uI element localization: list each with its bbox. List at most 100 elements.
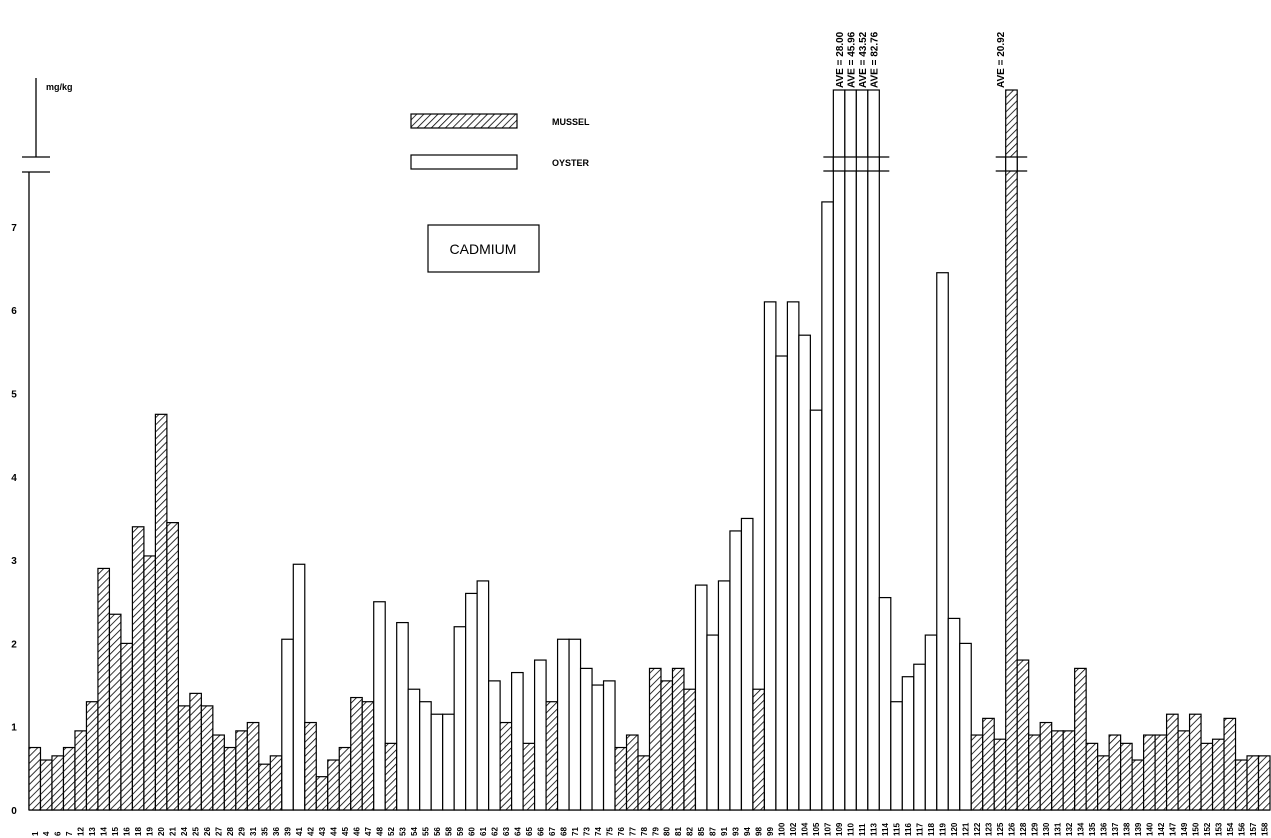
x-tick-label: 66 — [536, 827, 545, 836]
mussel-bar — [982, 717, 995, 811]
x-tick-label: 44 — [330, 827, 339, 836]
x-tick-label: 79 — [651, 827, 660, 836]
oyster-bar — [419, 701, 432, 811]
x-tick-label: 59 — [456, 827, 465, 836]
mussel-bar — [131, 526, 145, 811]
x-tick-label: 53 — [398, 827, 407, 836]
x-tick-label: 115 — [893, 823, 902, 836]
mussel-bar — [1131, 759, 1145, 811]
mussel-bar — [212, 734, 225, 811]
mussel-bar — [361, 701, 375, 811]
mussel-bar — [648, 667, 662, 811]
mussel-bar — [235, 730, 248, 811]
x-tick-label: 27 — [215, 827, 224, 836]
chart-title: CADMIUM — [450, 241, 517, 257]
x-tick-label: 120 — [950, 822, 959, 836]
oyster-bar — [855, 89, 869, 811]
x-tick-label: 126 — [1007, 822, 1016, 836]
mussel-bar — [1257, 755, 1271, 811]
x-tick-label: 28 — [226, 827, 235, 836]
x-tick-label: 43 — [318, 827, 327, 836]
x-tick-label: 149 — [1180, 822, 1189, 836]
x-tick-label: 121 — [962, 822, 971, 836]
x-tick-label: 63 — [502, 827, 511, 836]
mussel-bar — [683, 688, 697, 811]
mussel-bar — [74, 730, 88, 811]
x-tick-label: 46 — [352, 827, 361, 836]
oyster-bar — [959, 642, 972, 811]
y-tick-label: 6 — [11, 306, 17, 317]
chart-title-box: CADMIUM — [427, 224, 540, 273]
oyster-bar — [511, 671, 524, 811]
x-tick-label: 116 — [904, 823, 913, 836]
y-tick-label: 0 — [11, 806, 17, 817]
mussel-bar — [1108, 734, 1122, 811]
x-tick-label: 135 — [1088, 822, 1097, 836]
mussel-bar — [1165, 713, 1179, 811]
mussel-bar — [166, 522, 179, 811]
y-tick-label: 4 — [11, 473, 17, 484]
mussel-bar — [1120, 742, 1133, 811]
mussel-bar — [1211, 738, 1225, 811]
x-tick-label: 52 — [387, 827, 396, 836]
oyster-bar — [832, 89, 846, 811]
x-tick-label: 20 — [157, 827, 166, 836]
x-tick-label: 122 — [973, 822, 982, 836]
mussel-bar — [338, 746, 352, 811]
x-tick-label: 137 — [1111, 822, 1120, 836]
mussel-bar — [1062, 730, 1076, 811]
x-tick-label: 107 — [824, 822, 833, 836]
x-tick-label: 45 — [341, 827, 350, 836]
mussel-bar — [625, 734, 639, 811]
x-tick-label: 39 — [284, 827, 293, 836]
x-tick-label: 94 — [743, 827, 752, 836]
x-tick-label: 82 — [686, 827, 695, 836]
x-tick-label: 152 — [1203, 822, 1212, 836]
mussel-bar — [1154, 734, 1168, 811]
x-tick-label: 29 — [238, 827, 247, 836]
x-tick-label: 153 — [1214, 822, 1223, 836]
x-tick-label: 136 — [1099, 822, 1108, 836]
x-tick-label: 93 — [732, 827, 741, 836]
mussel-bar — [315, 776, 329, 811]
x-tick-label: 134 — [1076, 822, 1085, 836]
x-tick-label: 4 — [42, 831, 51, 836]
oyster-bar — [591, 684, 605, 811]
mussel-bar — [28, 746, 42, 811]
oyster-bar — [913, 663, 926, 811]
mussel-bar — [1051, 730, 1064, 811]
x-tick-label: 78 — [640, 827, 649, 836]
x-tick-label: 131 — [1053, 822, 1062, 836]
bar-break-gap — [1005, 157, 1018, 171]
mussel-bar — [637, 755, 651, 811]
oyster-bar — [924, 634, 938, 811]
mussel-bar — [108, 613, 122, 811]
x-tick-label: 110 — [847, 823, 856, 836]
oyster-bar — [373, 601, 386, 811]
oyster-bar — [407, 688, 421, 811]
y-tick-label: 2 — [11, 639, 17, 650]
y-tick-label: 3 — [11, 556, 17, 567]
oyster-bar — [568, 638, 582, 811]
mussel-bar — [189, 692, 202, 811]
ave-annotation: AVE = 45.96 — [847, 31, 858, 88]
mussel-bar — [177, 705, 191, 811]
x-tick-label: 35 — [261, 827, 270, 836]
legend-label-mussel: MUSSEL — [552, 117, 590, 127]
mussel-bar — [269, 755, 283, 811]
mussel-bar — [327, 759, 340, 811]
oyster-bar — [579, 667, 593, 811]
mussel-bar — [1028, 734, 1041, 811]
mussel-bar — [671, 667, 685, 811]
x-tick-label: 111 — [858, 823, 867, 836]
x-tick-label: 19 — [146, 827, 155, 836]
x-tick-label: 147 — [1168, 822, 1177, 836]
mussel-bar — [1200, 742, 1214, 811]
mussel-bar — [1016, 659, 1030, 811]
mussel-bar — [39, 759, 53, 811]
x-tick-label: 67 — [548, 827, 557, 836]
x-tick-label: 75 — [605, 827, 614, 836]
mussel-bar — [545, 701, 559, 811]
mussel-bar — [660, 680, 674, 811]
